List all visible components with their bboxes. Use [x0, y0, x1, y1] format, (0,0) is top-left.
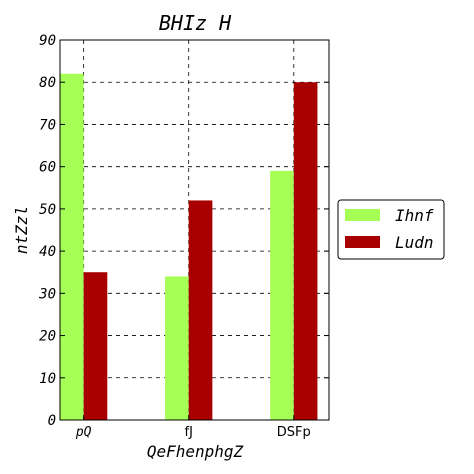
y-axis-label: ntZzl — [12, 206, 31, 254]
legend-swatch-ihnf — [345, 209, 380, 221]
y-ticks: 0 10 20 30 40 50 60 70 80 90 — [38, 33, 329, 429]
bar-ludn-pq — [83, 272, 108, 420]
x-axis-label: QeFhenphgZ — [147, 442, 244, 461]
y-tick-label: 50 — [39, 202, 56, 218]
bar-ludn-fj — [188, 200, 213, 420]
plot-frame — [59, 39, 330, 421]
y-tick-label: 70 — [39, 117, 56, 133]
chart-title: BHIz H — [159, 11, 232, 35]
x-tick-label: pQ — [75, 425, 92, 440]
y-tick-label: 0 — [48, 413, 56, 429]
x-ticks: pQ fJ DSFp — [75, 415, 311, 440]
y-tick-label: 80 — [39, 75, 56, 91]
x-tick-label: fJ — [185, 425, 193, 440]
legend: Ihnf Ludn — [337, 199, 445, 260]
bars — [60, 73, 318, 421]
y-tick-label: 40 — [39, 244, 56, 260]
y-tick-label: 90 — [39, 33, 56, 49]
bar-ludn-dsfp — [293, 82, 318, 420]
y-tick-label: 20 — [39, 329, 56, 345]
x-tick-label: DSFp — [277, 425, 311, 440]
y-tick-label: 10 — [39, 371, 56, 387]
y-tick-label: 30 — [38, 286, 56, 302]
legend-swatch-ludn — [345, 236, 380, 248]
bar-ihnf-fj — [165, 276, 189, 420]
bar-ihnf-dsfp — [270, 170, 294, 420]
legend-label-ludn: Ludn — [395, 233, 434, 252]
y-tick-label: 60 — [39, 160, 56, 176]
bar-ihnf-pq — [60, 73, 84, 421]
legend-label-ihnf: Ihnf — [395, 206, 434, 225]
